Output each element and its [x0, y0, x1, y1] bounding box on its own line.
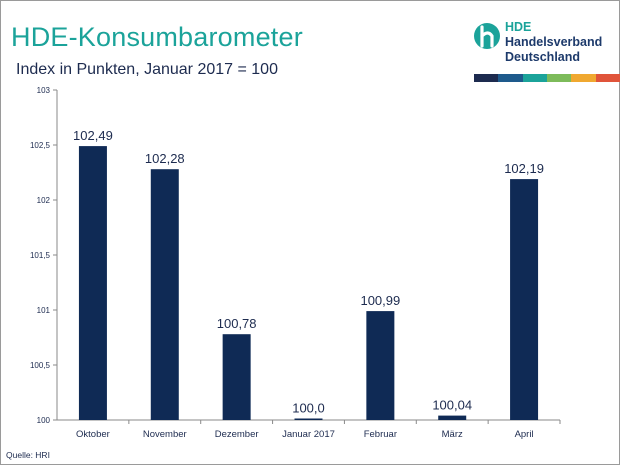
logo-text: HDE Handelsverband Deutschland	[505, 20, 602, 65]
brand-stripe-5	[595, 74, 620, 82]
data-label: 100,04	[432, 398, 472, 413]
bar-dezember	[222, 334, 251, 420]
x-axis-labels: Oktober November Dezember Januar 2017 Februa…	[76, 420, 561, 440]
x-tick-label: Oktober	[76, 429, 110, 440]
y-tick-label: 100,5	[30, 361, 51, 370]
chart-subtitle: Index in Punkten, Januar 2017 = 100	[16, 61, 278, 78]
x-tick-label: Dezember	[215, 429, 259, 440]
bar-oktober	[78, 146, 107, 420]
y-tick-label: 103	[37, 86, 51, 95]
data-label: 100,78	[217, 316, 257, 331]
data-labels: 102,49 102,28 100,78 100,0 100,99 100,04 102,1…	[73, 128, 544, 415]
bar-februar	[366, 311, 395, 420]
data-label: 100,0	[292, 401, 325, 416]
logo-line-handelsverband: Handelsverband	[505, 35, 603, 49]
hde-logo-icon	[474, 23, 500, 49]
y-tick-label: 102	[37, 196, 51, 205]
y-tick-label: 101,5	[30, 251, 51, 260]
bar-april	[510, 179, 539, 420]
y-tick-label: 102,5	[30, 141, 51, 150]
brand-stripe-0	[474, 74, 499, 82]
brand-stripe-1	[498, 74, 523, 82]
x-tick-label: Januar 2017	[282, 429, 335, 440]
x-tick-label: Februar	[364, 429, 397, 440]
source-note: Quelle: HRI	[6, 450, 50, 460]
bar-november	[150, 169, 179, 420]
data-label: 102,28	[145, 151, 185, 166]
x-tick-label: März	[442, 429, 463, 440]
brand-stripe-3	[546, 74, 572, 82]
brand-stripe-2	[522, 74, 547, 82]
bar-januar-2017	[294, 418, 323, 420]
x-tick-label: April	[515, 429, 534, 440]
logo-line-deutschland: Deutschland	[505, 50, 581, 64]
logo-line-hde: HDE	[505, 20, 532, 34]
data-label: 102,49	[73, 128, 113, 143]
brand-stripes	[474, 74, 620, 82]
data-label: 100,99	[360, 293, 400, 308]
bar-märz	[438, 415, 467, 420]
chart-title: HDE-Konsumbarometer	[11, 22, 303, 52]
bars	[78, 146, 539, 420]
brand-stripe-4	[571, 74, 596, 82]
y-tick-label: 100	[37, 416, 51, 425]
x-tick-label: November	[143, 429, 187, 440]
y-tick-label: 101	[37, 306, 51, 315]
data-label: 102,19	[504, 161, 544, 176]
